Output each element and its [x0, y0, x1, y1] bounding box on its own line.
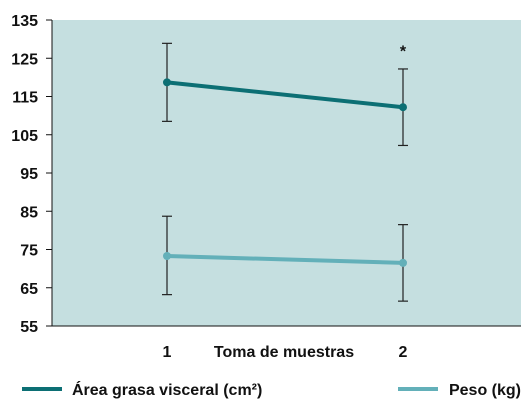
- y-tick-label: 55: [20, 319, 38, 336]
- plot-area: [52, 20, 521, 326]
- data-point: [163, 252, 171, 261]
- series-line: [166, 80, 404, 110]
- series-line: [166, 254, 404, 265]
- series-layer: [162, 42, 408, 302]
- legend-item: Área grasa visceral (cm²): [22, 380, 262, 399]
- y-tick-label: 115: [12, 90, 38, 107]
- legend-item: Peso (kg): [398, 382, 521, 399]
- x-tick-label: 1: [163, 344, 172, 361]
- legend-label: Peso (kg): [449, 382, 521, 399]
- y-tick-label: 85: [20, 204, 38, 221]
- y-tick-label: 65: [20, 281, 38, 298]
- y-tick-label: 125: [11, 51, 38, 68]
- y-tick-label: 75: [20, 243, 38, 260]
- legend: Área grasa visceral (cm²) Peso (kg): [22, 380, 521, 399]
- x-tick-label: 2: [399, 344, 408, 361]
- y-tick-label: 95: [20, 166, 38, 183]
- data-point: [399, 103, 407, 112]
- series-2: [162, 215, 408, 302]
- series-1: [162, 42, 408, 147]
- y-tick-label: 135: [11, 13, 38, 30]
- significance-marker: *: [400, 43, 407, 60]
- y-tick-labels: 135 125 115 105 95 85 75 65 55: [11, 13, 52, 336]
- x-axis-label: Toma de muestras: [214, 344, 354, 361]
- data-point: [399, 258, 407, 267]
- legend-label: Área grasa visceral (cm²): [72, 380, 262, 399]
- data-point: [163, 78, 171, 87]
- y-tick-label: 105: [11, 128, 38, 145]
- annotations: *: [400, 43, 407, 60]
